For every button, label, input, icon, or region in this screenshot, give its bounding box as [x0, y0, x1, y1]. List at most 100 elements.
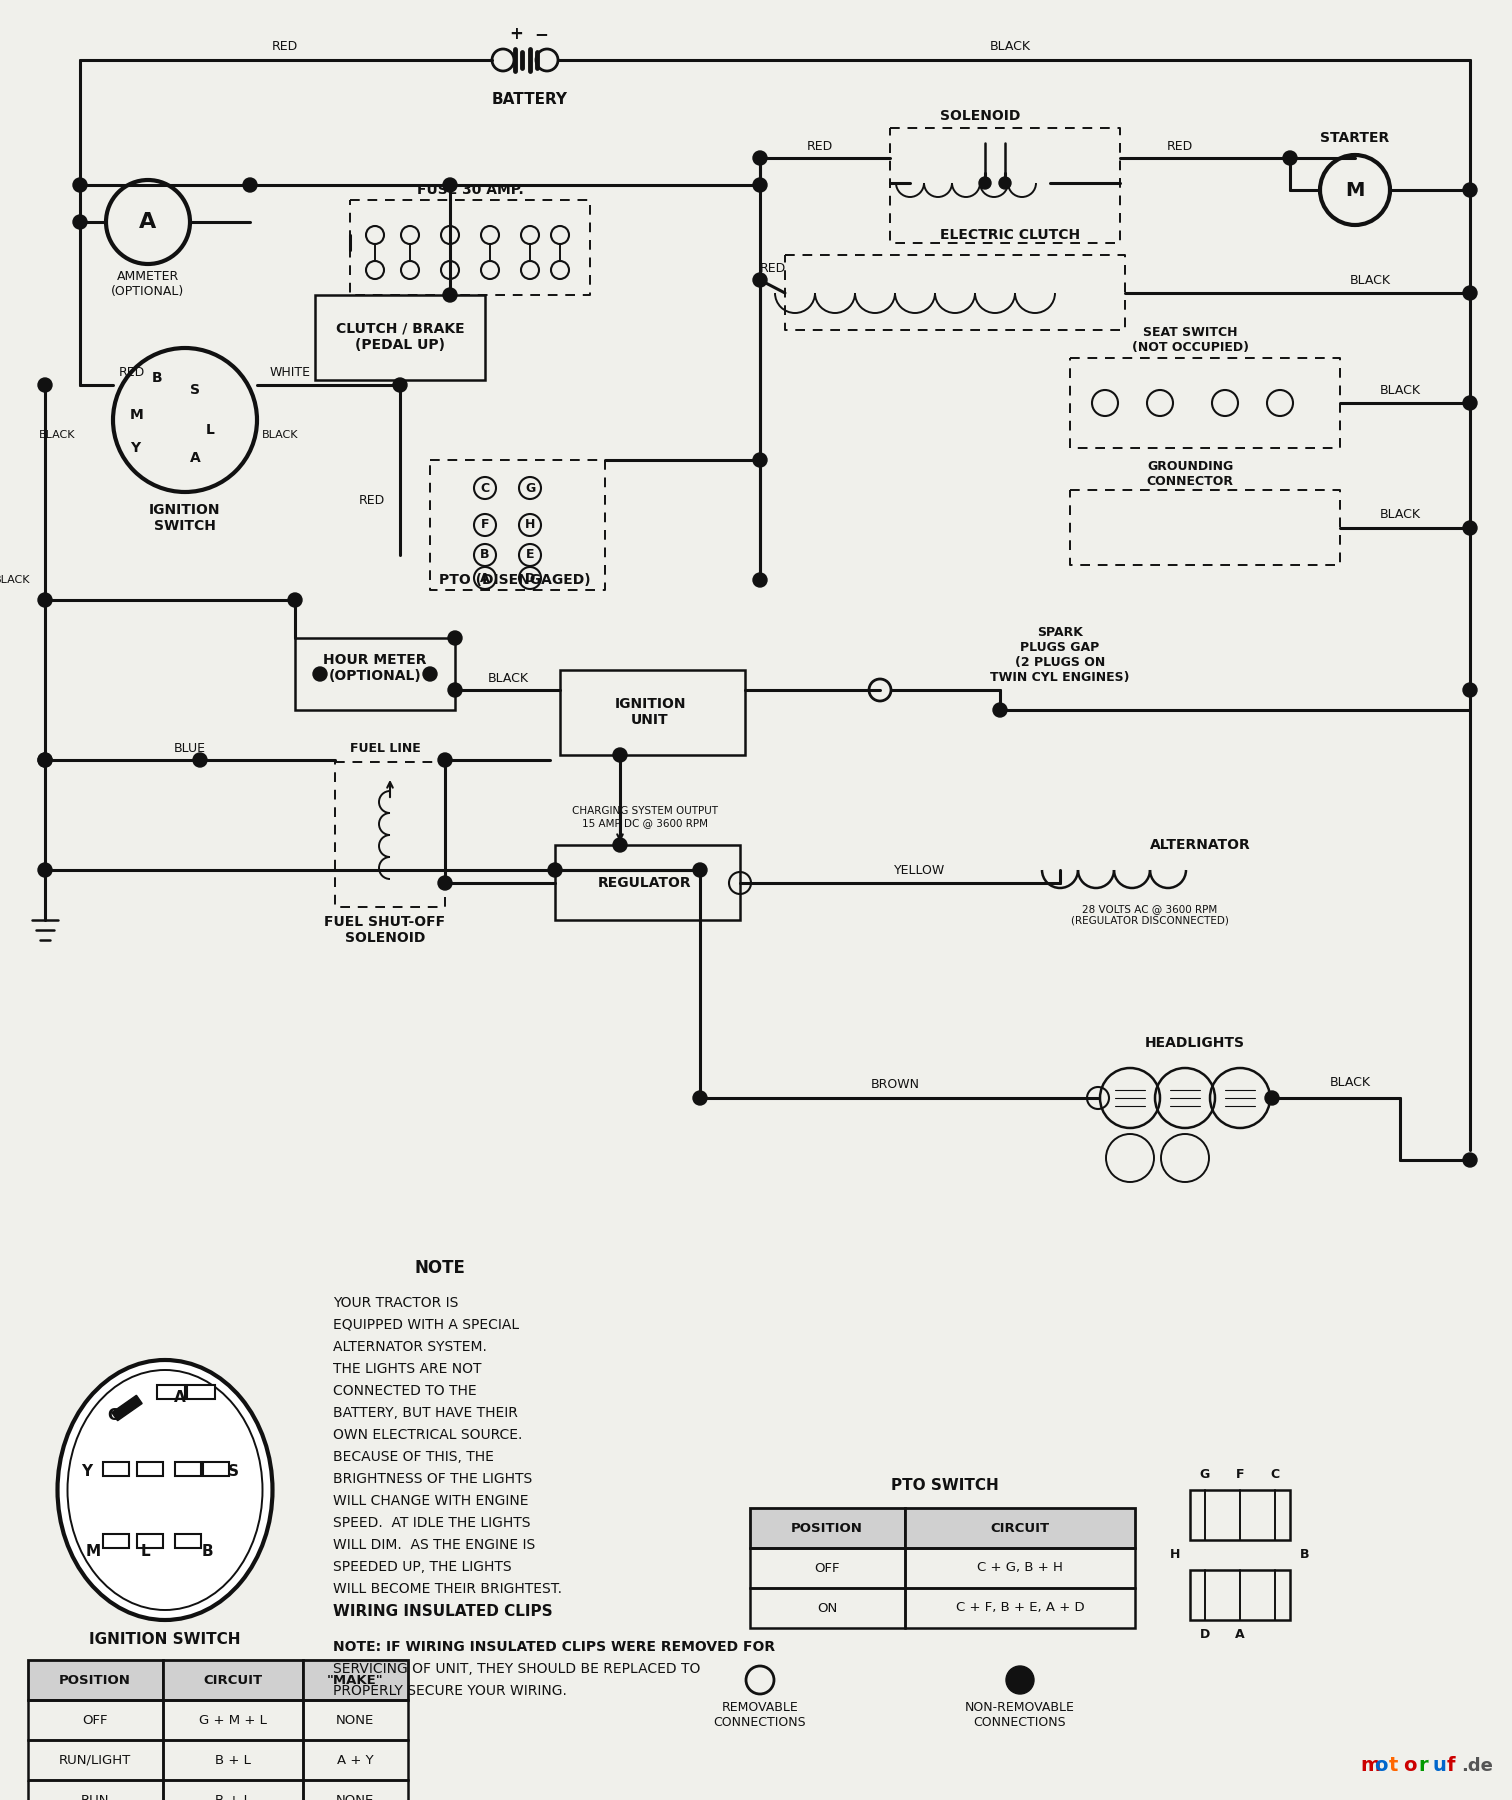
Text: BLACK: BLACK — [1379, 508, 1420, 522]
Text: F: F — [1235, 1469, 1244, 1481]
Bar — [187, 1384, 215, 1399]
Circle shape — [1266, 1091, 1279, 1105]
Bar — [157, 1384, 184, 1399]
Text: WIRING INSULATED CLIPS: WIRING INSULATED CLIPS — [333, 1604, 552, 1620]
Bar — [175, 1462, 201, 1476]
Circle shape — [38, 752, 51, 767]
Text: FUSE 30 AMP.: FUSE 30 AMP. — [417, 184, 523, 196]
Text: SOLENOID: SOLENOID — [940, 110, 1021, 122]
Bar — [559, 670, 745, 754]
Text: THE LIGHTS ARE NOT: THE LIGHTS ARE NOT — [333, 1363, 481, 1375]
Text: D: D — [525, 572, 535, 585]
Bar — [163, 1780, 302, 1800]
Circle shape — [38, 592, 51, 607]
Bar — [750, 1548, 906, 1588]
Text: −: − — [534, 25, 547, 43]
Text: ELECTRIC CLUTCH: ELECTRIC CLUTCH — [940, 229, 1080, 241]
Circle shape — [692, 862, 708, 877]
Text: B + L: B + L — [215, 1753, 251, 1766]
Text: RED: RED — [119, 367, 145, 380]
Text: SPARK
PLUGS GAP
(2 PLUGS ON
TWIN CYL ENGINES): SPARK PLUGS GAP (2 PLUGS ON TWIN CYL ENG… — [990, 626, 1129, 684]
Text: f: f — [1447, 1757, 1456, 1775]
Circle shape — [612, 839, 627, 851]
Bar — [29, 1660, 163, 1699]
Bar — [302, 1660, 408, 1699]
Text: A: A — [481, 572, 490, 585]
Circle shape — [38, 752, 51, 767]
Text: C: C — [1270, 1469, 1279, 1481]
Circle shape — [753, 178, 767, 193]
Text: FUEL SHUT-OFF
SOLENOID: FUEL SHUT-OFF SOLENOID — [325, 914, 446, 945]
Text: H: H — [1170, 1548, 1181, 1561]
Bar — [101, 1532, 181, 1552]
Bar — [29, 1780, 163, 1800]
Text: PROPERLY SECURE YOUR WIRING.: PROPERLY SECURE YOUR WIRING. — [333, 1685, 567, 1697]
Text: AMMETER
(OPTIONAL): AMMETER (OPTIONAL) — [112, 270, 184, 299]
Bar — [175, 1534, 201, 1548]
Text: REMOVABLE
CONNECTIONS: REMOVABLE CONNECTIONS — [714, 1701, 806, 1730]
Circle shape — [993, 704, 1007, 716]
Bar — [1190, 1570, 1290, 1620]
Circle shape — [753, 454, 767, 466]
Circle shape — [612, 749, 627, 761]
Text: BLACK: BLACK — [1329, 1076, 1370, 1089]
Text: IGNITION
UNIT: IGNITION UNIT — [614, 697, 686, 727]
Circle shape — [73, 214, 88, 229]
Text: IGNITION
SWITCH: IGNITION SWITCH — [150, 502, 221, 533]
Text: BLACK: BLACK — [0, 574, 30, 585]
Circle shape — [423, 668, 437, 680]
Text: BLACK: BLACK — [487, 671, 529, 684]
Text: G: G — [107, 1408, 119, 1422]
Text: RUN/LIGHT: RUN/LIGHT — [59, 1753, 132, 1766]
Text: NONE: NONE — [336, 1793, 373, 1800]
Text: BLACK: BLACK — [1379, 383, 1420, 396]
Text: L: L — [206, 423, 215, 437]
Circle shape — [448, 632, 463, 644]
Text: RED: RED — [1167, 140, 1193, 153]
Text: BRIGHTNESS OF THE LIGHTS: BRIGHTNESS OF THE LIGHTS — [333, 1472, 532, 1487]
Text: u: u — [1432, 1757, 1447, 1775]
Text: A: A — [189, 452, 201, 464]
Bar — [156, 1382, 218, 1402]
Text: ALTERNATOR: ALTERNATOR — [1149, 839, 1250, 851]
Bar — [302, 1699, 408, 1741]
Text: PTO (DISENGAGED): PTO (DISENGAGED) — [438, 572, 591, 587]
Text: A + Y: A + Y — [337, 1753, 373, 1766]
Text: Y: Y — [130, 441, 141, 455]
Bar — [163, 1741, 302, 1780]
Text: C: C — [481, 481, 490, 495]
Text: F: F — [481, 518, 490, 531]
Bar — [103, 1462, 129, 1476]
Text: o: o — [1374, 1757, 1388, 1775]
Text: WHITE: WHITE — [269, 367, 310, 380]
Text: ON: ON — [816, 1602, 838, 1615]
Text: B: B — [201, 1544, 213, 1559]
Text: E: E — [526, 549, 534, 562]
Bar — [203, 1462, 228, 1476]
Text: YELLOW: YELLOW — [895, 864, 945, 877]
Text: NOTE: NOTE — [414, 1258, 466, 1276]
Circle shape — [978, 176, 990, 189]
Text: SPEEDED UP, THE LIGHTS: SPEEDED UP, THE LIGHTS — [333, 1561, 511, 1573]
Circle shape — [1464, 286, 1477, 301]
Text: t: t — [1390, 1757, 1399, 1775]
Text: G: G — [1201, 1469, 1210, 1481]
Bar — [101, 1460, 209, 1480]
Circle shape — [448, 682, 463, 697]
Circle shape — [1005, 1667, 1034, 1694]
Text: D: D — [1201, 1629, 1210, 1642]
Text: A: A — [139, 212, 157, 232]
Text: PTO SWITCH: PTO SWITCH — [891, 1478, 999, 1494]
Bar — [29, 1699, 163, 1741]
Bar — [750, 1508, 906, 1548]
Circle shape — [1464, 1154, 1477, 1166]
Circle shape — [443, 178, 457, 193]
Circle shape — [753, 151, 767, 166]
Bar — [138, 1534, 163, 1548]
Text: SERVICING OF UNIT, THEY SHOULD BE REPLACED TO: SERVICING OF UNIT, THEY SHOULD BE REPLAC… — [333, 1661, 700, 1676]
Circle shape — [194, 752, 207, 767]
Bar — [302, 1741, 408, 1780]
Text: REGULATOR: REGULATOR — [599, 877, 692, 889]
Bar — [302, 1780, 408, 1800]
Bar — [138, 1462, 163, 1476]
